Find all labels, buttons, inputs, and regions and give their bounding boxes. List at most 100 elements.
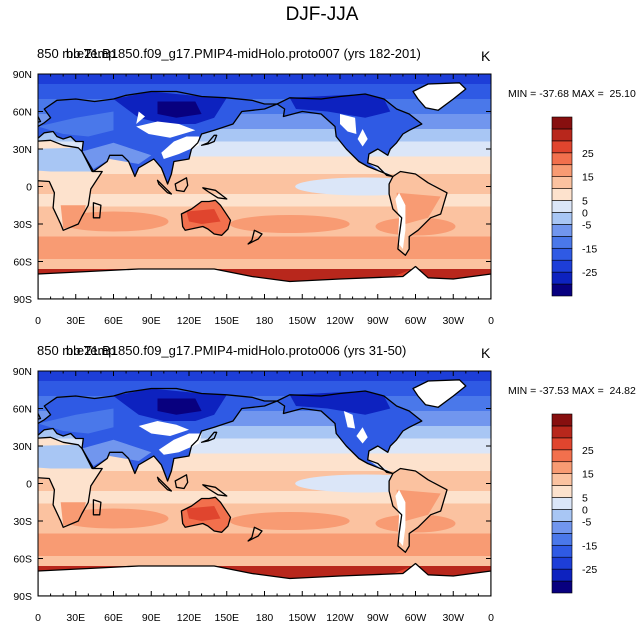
colorbar-box (551, 544, 573, 558)
contour-patch (229, 512, 350, 530)
contour-band (38, 371, 491, 382)
coastline-eurasia (38, 90, 278, 185)
coastline-samerica (388, 467, 448, 553)
panel1-title-case: b.e21.B1850.f09_g17.PMIP4-midHolo.proto0… (66, 46, 421, 61)
x-tick-label: 120E (177, 612, 202, 624)
contour-band (38, 194, 491, 207)
colorbar-box (551, 224, 573, 237)
y-tick-label: 60S (13, 257, 32, 269)
colorbar-box (551, 128, 573, 142)
colorbar-box (551, 212, 573, 225)
x-tick-label: 0 (35, 315, 41, 327)
contour-south-africa (60, 502, 86, 526)
contour-cold-canada (289, 94, 391, 118)
y-tick-label: 90S (13, 294, 32, 306)
colorbar: 25 15 50-5 -15 -25 (551, 413, 597, 594)
map-panel-1: 0 30E 60E 90E 120E 150E 180 150W 120W 90W 60W 30W 09… (13, 69, 598, 327)
colorbar-box (551, 425, 573, 439)
colorbar-label: -25 (582, 267, 597, 279)
x-tick-label: 0 (488, 315, 494, 327)
colorbar-box (551, 556, 573, 570)
x-tick-label: 30W (442, 315, 464, 327)
colorbar-box (551, 140, 573, 154)
coastline-antarctica (38, 562, 491, 596)
contour-field (38, 371, 491, 596)
y-tick-label: 90N (13, 366, 32, 378)
colorbar-label: 5 (582, 493, 588, 505)
coastlines (38, 82, 491, 299)
coastline-australia (180, 496, 232, 533)
colorbar-label: -15 (582, 540, 597, 552)
x-tick-label: 180 (256, 612, 274, 624)
colorbar-label: -25 (582, 564, 597, 576)
colorbar-box (551, 473, 573, 486)
contour-cold-min (157, 101, 202, 118)
coastline-japan (200, 134, 218, 146)
panel1-title-left: 850 mb Temp (37, 46, 116, 61)
x-tick-label: 150E (214, 612, 239, 624)
figure-title: DJF-JJA (285, 4, 359, 25)
coastlines (38, 379, 491, 596)
colorbar-box (551, 533, 573, 546)
y-tick-label: 30N (13, 441, 32, 453)
colorbar-box (551, 236, 573, 249)
coastline-borneo (174, 177, 189, 193)
contour-cold-canada (289, 391, 391, 415)
coastline-australia (180, 199, 232, 236)
x-tick-label: 120W (326, 612, 354, 624)
missing-andes (395, 192, 406, 249)
y-tick-label: 60S (13, 554, 32, 566)
y-tick-label: 0 (26, 479, 32, 491)
colorbar-box (551, 461, 573, 474)
colorbar-box (551, 188, 573, 201)
contour-samerica-warm (396, 192, 441, 224)
missing-greenland (413, 82, 466, 111)
contour-australia-max (186, 506, 221, 521)
colorbar-label: 25 (582, 445, 594, 457)
missing-highland (343, 411, 356, 429)
y-tick-label: 30S (13, 516, 32, 528)
y-tick-label: 60N (13, 107, 32, 119)
coastline-samerica (388, 170, 448, 256)
y-tick-label: 90N (13, 69, 32, 81)
x-tick-label: 150W (289, 612, 317, 624)
colorbar-box (551, 437, 573, 451)
colorbar-box (551, 283, 573, 297)
x-tick-label: 30E (66, 612, 85, 624)
contour-cold-min (157, 398, 202, 415)
x-tick-label: 90W (367, 315, 389, 327)
y-tick-label: 30S (13, 219, 32, 231)
coastline-namerica (276, 390, 423, 475)
coastline-newguinea (202, 484, 228, 497)
contour-australia-max (186, 209, 221, 224)
missing-andes (395, 489, 406, 546)
coastline-borneo (174, 474, 189, 490)
coastline-madagascar (92, 202, 102, 219)
x-tick-label: 150E (214, 315, 239, 327)
y-tick-label: 90S (13, 591, 32, 603)
contour-band (38, 74, 491, 85)
x-tick-label: 0 (35, 612, 41, 624)
contour-samerica-warm (396, 489, 441, 521)
x-tick-label: 120W (326, 315, 354, 327)
panel2-units: K (481, 345, 491, 361)
x-tick-label: 30W (442, 612, 464, 624)
x-tick-label: 120E (177, 315, 202, 327)
colorbar-box (551, 116, 573, 130)
x-tick-label: 30E (66, 315, 85, 327)
contour-band (38, 491, 491, 504)
colorbar-box (551, 164, 573, 177)
missing-highland (356, 427, 368, 444)
x-tick-label: 60E (104, 612, 123, 624)
coastline-africa (38, 139, 103, 231)
coastline-namerica (276, 93, 423, 178)
panel1-min-max: MIN = -37.68 MAX = 25.10 (508, 88, 636, 100)
panel2-title-case: b.e21.B1850.f09_g17.PMIP4-midHolo.proto0… (66, 343, 407, 358)
coastline-newguinea (202, 187, 228, 200)
x-tick-label: 60W (405, 315, 427, 327)
x-tick-label: 150W (289, 315, 317, 327)
contour-patch (58, 211, 169, 232)
coastline-eurasia (38, 387, 278, 482)
missing-highland (357, 129, 368, 147)
